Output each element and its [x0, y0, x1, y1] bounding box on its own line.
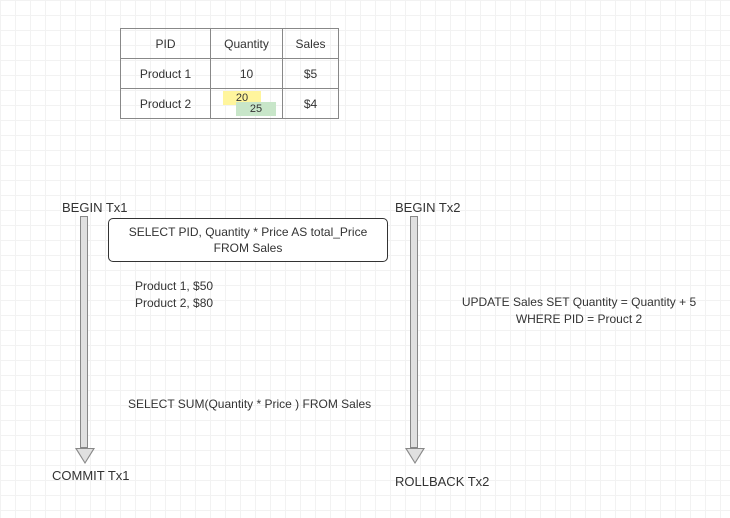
arrow-head — [405, 448, 425, 464]
tx2-timeline-arrow — [405, 216, 423, 464]
table-row: Product 1 10 $5 — [121, 59, 339, 89]
result-line: Product 1, $50 — [135, 278, 213, 295]
sales-table: PID Quantity Sales Product 1 10 $5 Produ… — [120, 28, 339, 119]
table-header-row: PID Quantity Sales — [121, 29, 339, 59]
header-quantity: Quantity — [211, 29, 283, 59]
tx1-query-results: Product 1, $50 Product 2, $80 — [135, 278, 213, 312]
tx2-update-query: UPDATE Sales SET Quantity = Quantity + 5… — [460, 294, 698, 328]
query-line: SELECT PID, Quantity * Price AS total_Pr… — [119, 224, 377, 240]
tx2-begin-label: BEGIN Tx2 — [395, 200, 461, 215]
cell-pid: Product 1 — [121, 59, 211, 89]
arrow-head — [75, 448, 95, 464]
tx1-commit-label: COMMIT Tx1 — [52, 468, 130, 483]
arrow-shaft — [410, 216, 418, 448]
cell-sales: $4 — [283, 89, 339, 119]
quantity-new-highlight: 25 — [236, 102, 276, 116]
header-pid: PID — [121, 29, 211, 59]
cell-quantity: 10 — [211, 59, 283, 89]
result-line: Product 2, $80 — [135, 295, 213, 312]
update-line: WHERE PID = Prouct 2 — [460, 311, 698, 328]
cell-sales: $5 — [283, 59, 339, 89]
table-row: Product 2 20 25 $4 — [121, 89, 339, 119]
tx1-begin-label: BEGIN Tx1 — [62, 200, 128, 215]
cell-pid: Product 2 — [121, 89, 211, 119]
tx1-sum-query: SELECT SUM(Quantity * Price ) FROM Sales — [128, 396, 371, 413]
query-line: FROM Sales — [119, 240, 377, 256]
arrow-shaft — [80, 216, 88, 448]
header-sales: Sales — [283, 29, 339, 59]
cell-quantity-changed: 20 25 — [211, 89, 283, 119]
tx1-select-query-box: SELECT PID, Quantity * Price AS total_Pr… — [108, 218, 388, 262]
tx2-rollback-label: ROLLBACK Tx2 — [395, 474, 489, 489]
update-line: UPDATE Sales SET Quantity = Quantity + 5 — [460, 294, 698, 311]
tx1-timeline-arrow — [75, 216, 93, 464]
